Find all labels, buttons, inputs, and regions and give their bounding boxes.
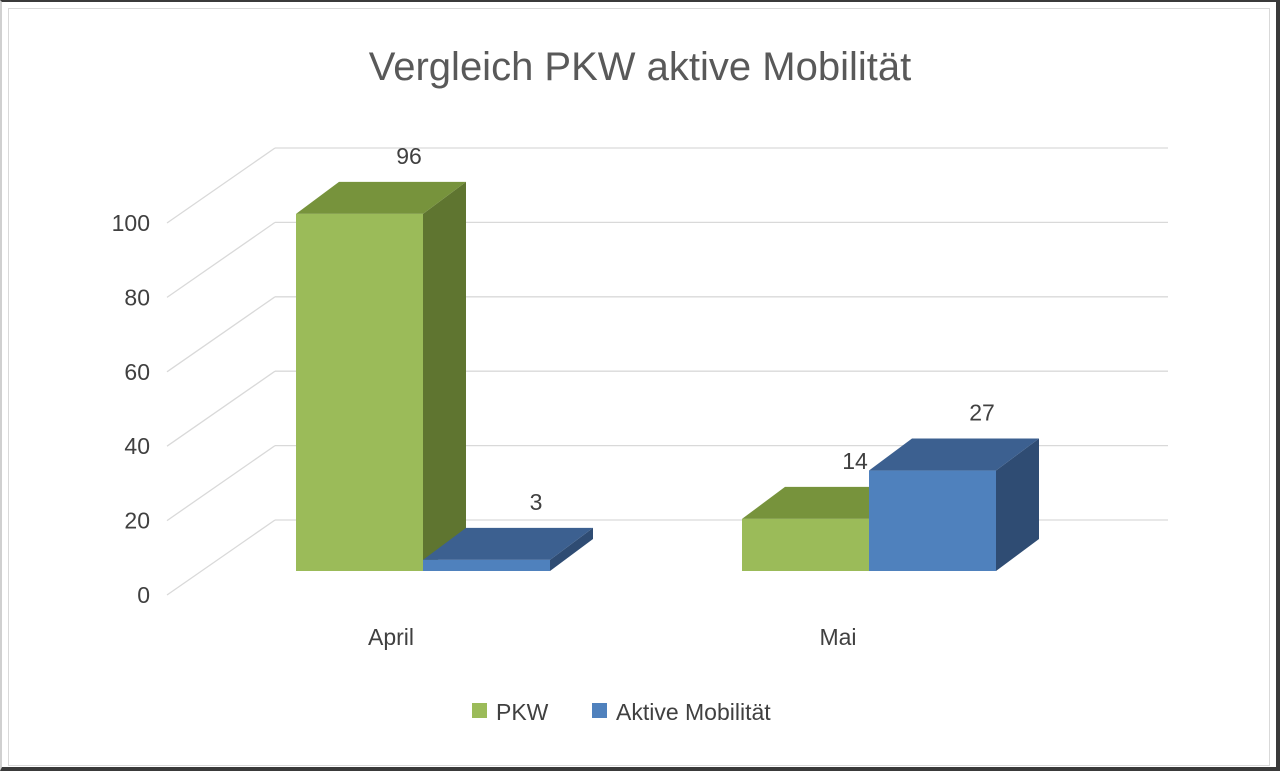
bars [296,181,1039,571]
y-tick-label: 60 [124,359,150,385]
y-tick-label: 80 [124,284,150,310]
y-tick-label: 40 [124,433,150,459]
bar-top [869,438,1039,471]
bar-aktive-mobilität-april [423,527,593,571]
data-label: 96 [396,143,422,169]
legend: PKW Aktive Mobilität [472,699,771,725]
bar-side [996,438,1039,571]
legend-label: Aktive Mobilität [616,699,771,725]
legend-item-pkw: PKW [472,699,549,725]
gridline-diagonal [166,147,276,224]
bar-top [296,181,466,214]
data-label: 14 [842,448,868,474]
bar-pkw-april [296,181,466,571]
legend-swatch [472,703,487,718]
x-axis: April Mai [368,624,857,650]
legend-swatch [592,703,607,718]
bar-front [869,470,996,571]
data-label: 27 [969,400,995,426]
data-labels: 96 3 14 27 [396,143,995,515]
bar-side [423,181,466,571]
bar-front [423,559,550,571]
bar-top [423,527,593,560]
y-tick-label: 20 [124,508,150,534]
y-tick-label: 100 [112,210,150,236]
gridline-diagonal [166,519,276,596]
data-label: 3 [530,489,543,515]
bar-front [296,213,423,571]
bar-side [550,527,593,571]
bar-front [742,518,869,571]
gridline-diagonal [166,296,276,373]
x-category-label: Mai [819,624,856,650]
chart-title: Vergleich PKW aktive Mobilität [369,45,911,89]
bar-aktive-mobilität-mai [869,438,1039,571]
gridline-diagonal [166,370,276,447]
y-tick-label: 0 [137,582,150,608]
legend-label: PKW [496,699,549,725]
x-category-label: April [368,624,414,650]
gridline-diagonal [166,445,276,522]
gridline-diagonal [166,221,276,298]
y-axis: 0 20 40 60 80 100 [112,210,150,608]
legend-item-aktive-mobilität: Aktive Mobilität [592,699,771,725]
chart-area [8,8,1270,766]
